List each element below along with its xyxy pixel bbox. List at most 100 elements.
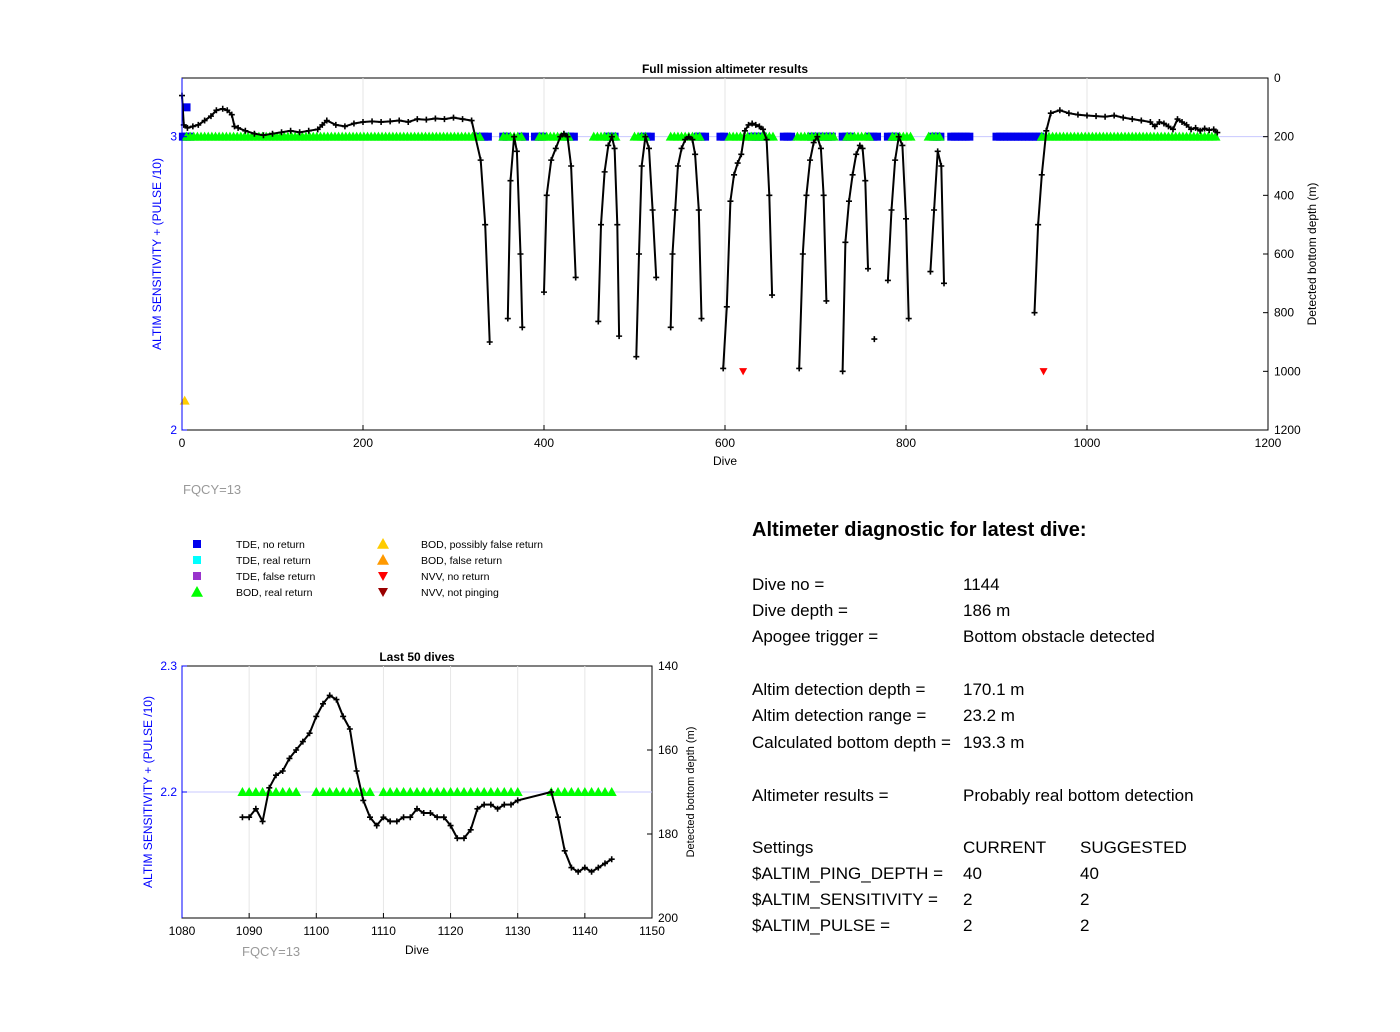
bottom-depth-point: [1138, 117, 1145, 124]
sensitivity-suggested: 2: [1080, 890, 1090, 909]
bottom-depth-point: [213, 107, 220, 114]
bottom-depth-point: [184, 124, 191, 131]
bottom-depth-point: [1102, 113, 1109, 120]
legend-label: NVV, not pinging: [421, 587, 499, 599]
bottom-depth-point: [474, 805, 481, 812]
bottom-depth-point: [1056, 107, 1063, 114]
bottom-depth-point: [454, 835, 461, 842]
inset-fqcy-label: FQCY=13: [242, 944, 300, 959]
bottom-depth-point: [752, 121, 759, 128]
bod-real-return-marker: [277, 787, 288, 796]
bod-real-return-marker: [244, 787, 255, 796]
bottom-depth-point: [649, 207, 656, 213]
bottom-depth-point: [614, 221, 621, 228]
bottom-depth-point: [633, 353, 640, 360]
inset-y-axis-label: ALTIM SENSITIVITY + (PULSE /10): [141, 696, 155, 888]
bottom-depth-point: [481, 801, 488, 808]
bottom-depth-point: [333, 696, 340, 703]
bottom-depth-point: [486, 339, 493, 345]
bod-real-return-marker: [485, 787, 496, 796]
y2-tick-label: 800: [1274, 306, 1294, 320]
x-tick-label: 1140: [572, 924, 598, 938]
bod-real-return-marker: [250, 787, 261, 796]
bottom-depth-point: [482, 221, 489, 228]
bottom-depth-point: [682, 136, 689, 143]
bottom-depth-point: [575, 868, 582, 875]
y2-tick-label: 200: [658, 911, 678, 925]
calculated-depth-value: 193.3 m: [963, 733, 1025, 752]
main-axes: 0 200 400 600 800 1000 1200 2 3 0 200 400 600 800 1000…: [170, 71, 1301, 450]
bottom-depth-point: [432, 115, 439, 122]
main-y-axis-label: ALTIM SENSITIVITY + (PULSE /10): [150, 158, 164, 350]
x-tick-label: 1090: [236, 924, 263, 938]
bottom-depth-point: [601, 168, 608, 175]
bottom-depth-point: [588, 868, 595, 875]
x-tick-label: 0: [179, 436, 186, 450]
y-tick-label: 2.3: [160, 659, 177, 673]
bottom-depth-point: [638, 163, 645, 169]
bottom-depth-point: [423, 116, 430, 123]
bod-real-return-marker: [566, 787, 577, 796]
bottom-depth-point: [511, 133, 518, 140]
bottom-depth-point: [477, 157, 484, 164]
bottom-depth-point: [1183, 121, 1190, 128]
bod-real-return-marker: [344, 787, 355, 796]
bottom-depth-point: [871, 336, 878, 343]
bottom-depth-point: [1129, 116, 1136, 123]
bottom-depth-point: [653, 274, 660, 281]
bod-real-return-marker: [465, 787, 476, 796]
bottom-depth-point: [360, 797, 367, 804]
y2-tick-label: 200: [1274, 130, 1294, 144]
detection-range-value: 23.2 m: [963, 706, 1015, 725]
tde-no-return-marker: [483, 132, 492, 141]
bottom-depth-point: [400, 814, 407, 821]
bottom-depth-point: [1031, 309, 1038, 316]
bottom-depth-point: [1047, 110, 1054, 117]
y2-tick-label: 160: [658, 743, 678, 757]
y2-tick-label: 1000: [1274, 364, 1301, 378]
bottom-depth-point: [467, 826, 474, 833]
bod-real-return-marker: [338, 787, 349, 796]
bottom-depth-point: [888, 207, 895, 213]
bod-real-return-marker: [237, 787, 248, 796]
dive-no-label: Dive no =: [752, 575, 825, 594]
bottom-depth-point: [1084, 112, 1090, 119]
y-tick-label: 3: [170, 130, 177, 144]
bottom-depth-point: [519, 324, 526, 331]
bottom-depth-point: [332, 121, 339, 128]
tde-no-return-marker: [520, 132, 529, 141]
bod-real-return-marker: [516, 131, 527, 141]
bottom-depth-point: [839, 368, 846, 375]
bottom-depth-point: [723, 303, 730, 310]
x-tick-label: 1150: [639, 924, 665, 938]
bottom-depth-point: [884, 277, 891, 284]
bottom-depth-point: [931, 207, 938, 213]
main-chart-title: Full mission altimeter results: [642, 62, 808, 76]
y2-tick-label: 400: [1274, 188, 1294, 202]
bottom-depth-point: [581, 864, 588, 871]
bottom-depth-point: [738, 151, 745, 158]
bottom-depth-point: [1206, 127, 1213, 134]
bottom-depth-point: [560, 130, 567, 137]
bottom-depth-point: [1147, 119, 1154, 125]
bottom-depth-point: [420, 810, 427, 816]
sensitivity-label: $ALTIM_SENSITIVITY =: [752, 890, 938, 909]
bottom-depth-point: [1174, 116, 1181, 123]
x-tick-label: 1130: [505, 924, 531, 938]
bottom-depth-point: [763, 136, 770, 143]
bottom-depth-point: [892, 157, 899, 164]
bottom-depth-point: [698, 315, 705, 322]
bottom-depth-point: [195, 121, 202, 128]
bottom-depth-point: [278, 129, 285, 136]
bod-real-return-marker: [291, 787, 302, 796]
bottom-depth-point: [672, 207, 679, 213]
bottom-depth-point: [1169, 126, 1176, 133]
y2-tick-label: 180: [658, 827, 678, 841]
bottom-depth-point: [605, 142, 612, 149]
bottom-depth-point: [387, 818, 394, 825]
ping-depth-suggested: 40: [1080, 864, 1099, 883]
x-tick-label: 400: [534, 436, 554, 450]
bottom-depth-point: [669, 251, 676, 257]
y2-tick-label: 600: [1274, 247, 1294, 261]
y2-tick-label: 1200: [1274, 423, 1301, 437]
